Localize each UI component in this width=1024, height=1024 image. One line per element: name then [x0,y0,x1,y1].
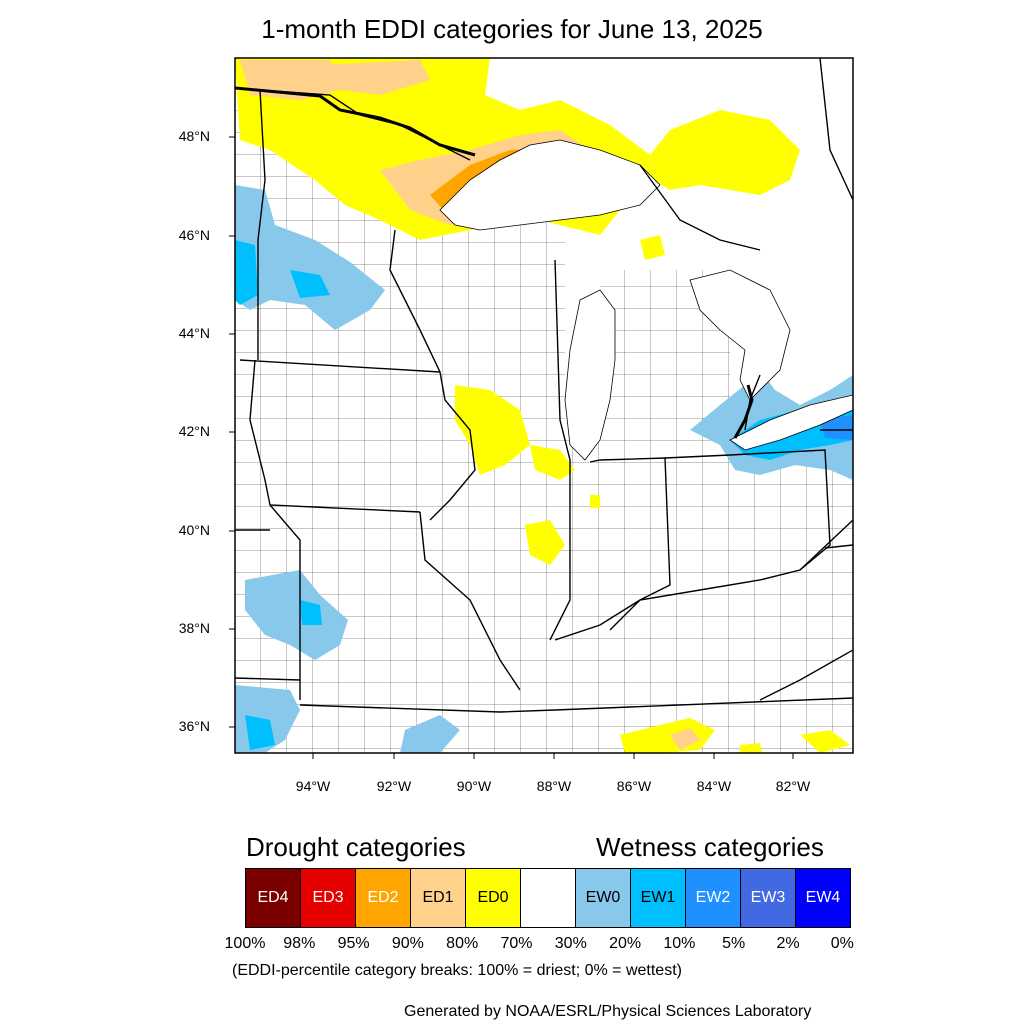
legend-cell-ed0: ED0 [466,869,521,927]
lon-label-92: 92°W [376,778,412,794]
great-lakes [439,139,853,461]
legend-note: (EDDI-percentile category breaks: 100% =… [232,962,682,979]
lat-label-42: 42°N [178,423,210,439]
map-frame [234,57,854,754]
legend-percentile-label: 95% [337,935,370,952]
lon-label-88: 88°W [536,778,572,794]
legend-percentile-label: 2% [776,935,800,952]
drought-heading: Drought categories [246,832,466,862]
legend-color-bar: ED4 ED3 ED2 ED1 ED0 EW0 EW1 EW2 EW3 EW4 [245,868,851,928]
lon-label-82: 82°W [775,778,811,794]
legend-percentile-label: 5% [722,935,746,952]
legend-cell-ed2: ED2 [356,869,411,927]
legend-cell-ew3: EW3 [741,869,796,927]
legend-cell-neutral [521,869,576,927]
lon-ticks [312,753,794,759]
lon-label-84: 84°W [696,778,732,794]
lat-label-48: 48°N [178,128,210,144]
legend-percentile-label: 30% [554,935,587,952]
wetness-heading: Wetness categories [596,832,824,862]
legend-cell-ew1: EW1 [631,869,686,927]
lake-superior [439,139,661,231]
legend-cell-ed4: ED4 [246,869,301,927]
legend-percentile-label: 90% [391,935,424,952]
ew0-patch-missouri [235,570,460,753]
legend-percentile-label: 0% [830,935,854,952]
state-borders [235,58,853,713]
ew1-patch-missouri [245,600,322,750]
international-border [235,86,476,157]
legend-percentile-label: 98% [283,935,316,952]
legend-percentile-label: 80% [446,935,479,952]
ew1-patch-dakotas [235,240,330,305]
legend-percentile-label: 70% [500,935,533,952]
credit-text: Generated by NOAA/ESRL/Physical Sciences… [404,1003,812,1020]
legend-cell-ed3: ED3 [301,869,356,927]
legend-cell-ew4: EW4 [796,869,850,927]
legend-percentile-label: 100% [224,935,266,952]
international-border-east [733,384,754,439]
legend-cell-ed1: ED1 [411,869,466,927]
lake-erie [729,394,853,451]
legend-percentile-label: 20% [609,935,642,952]
lat-label-46: 46°N [178,227,210,243]
lake-michigan [564,289,616,461]
ed0-patch-illinois [455,235,665,565]
lon-label-94: 94°W [295,778,331,794]
ew0-patch-dakotas [235,185,385,330]
legend-cell-ew0: EW0 [576,869,631,927]
lat-label-36: 36°N [178,718,210,734]
ed1-patch-tennessee [670,728,700,750]
lat-ticks [229,136,235,728]
lon-label-90: 90°W [456,778,492,794]
map-title: 1-month EDDI categories for June 13, 202… [261,14,763,44]
lat-label-38: 38°N [178,620,210,636]
lon-label-86: 86°W [616,778,652,794]
legend-cell-ew2: EW2 [686,869,741,927]
lat-label-44: 44°N [178,325,210,341]
legend-percentile-label: 10% [663,935,696,952]
lat-label-40: 40°N [178,522,210,538]
